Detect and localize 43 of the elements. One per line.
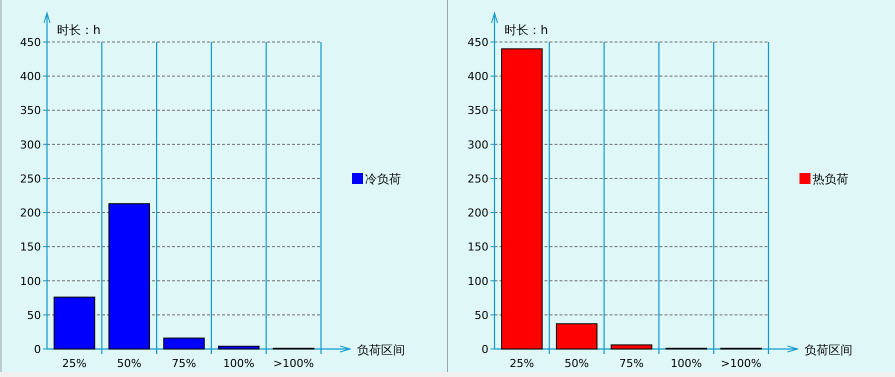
y-tick-label: 350	[468, 104, 488, 118]
x-tick-label: >100%	[273, 357, 314, 370]
y-tick-label: 100	[20, 274, 41, 288]
y-tick-label: 100	[468, 274, 488, 288]
bar	[556, 323, 598, 350]
x-tick-label: >100%	[720, 357, 762, 370]
legend-label: 冷负荷	[365, 172, 401, 186]
y-tick-label: 450	[468, 36, 488, 49]
x-tick-label: 50%	[116, 357, 142, 370]
y-axis-title: 时长：h	[504, 23, 548, 37]
y-tick-label: 50	[27, 308, 41, 322]
bar	[108, 203, 150, 350]
y-tick-label: 250	[468, 172, 488, 186]
y-tick-label: 400	[468, 70, 488, 84]
y-tick-label: 450	[20, 36, 41, 49]
y-tick-label: 150	[20, 240, 41, 254]
bar	[501, 48, 543, 350]
y-tick-label: 250	[20, 172, 41, 186]
y-tick-label: 200	[20, 206, 41, 220]
bar	[54, 296, 96, 350]
x-tick-label: 25%	[62, 357, 87, 370]
y-tick-label: 200	[468, 206, 488, 220]
y-axis-title: 时长：h	[57, 23, 101, 37]
x-tick-label: 100%	[223, 357, 255, 370]
bar	[163, 338, 205, 350]
x-axis-title: 负荷区间	[804, 343, 852, 357]
y-tick-label: 0	[34, 343, 41, 356]
y-tick-label: 0	[482, 343, 488, 356]
x-tick-label: 75%	[619, 357, 644, 370]
y-tick-label: 150	[468, 240, 488, 254]
x-tick-label: 75%	[172, 357, 196, 370]
y-tick-label: 300	[468, 138, 488, 152]
bar	[218, 346, 260, 350]
x-axis-title: 负荷区间	[357, 343, 405, 357]
y-tick-label: 350	[20, 104, 41, 118]
y-tick-label: 400	[20, 70, 41, 84]
y-tick-label: 300	[20, 138, 41, 152]
x-tick-label: 50%	[564, 357, 589, 370]
legend-label: 热负荷	[812, 172, 848, 186]
x-tick-label: 25%	[510, 357, 534, 370]
y-tick-label: 50	[474, 308, 488, 322]
x-tick-label: 100%	[670, 357, 702, 370]
bar	[610, 344, 652, 350]
